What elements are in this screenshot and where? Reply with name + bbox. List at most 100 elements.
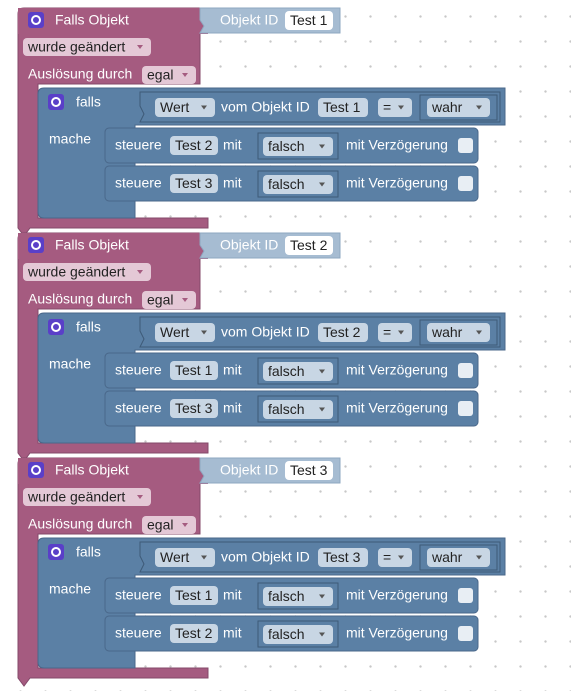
trigger-dropdown-text: egal [147, 517, 173, 533]
condition-object[interactable] [318, 548, 368, 567]
delay-label: mit Verzögerung [346, 400, 448, 416]
action-value-dropdown[interactable] [263, 137, 333, 156]
attribute-dropdown-text: Wert [160, 549, 189, 565]
action-value-dropdown[interactable] [263, 587, 333, 606]
action-target-text: Test 3 [175, 175, 213, 191]
event-block: Falls Objekt Objekt ID Test 1 wurde geänder… [17, 7, 506, 237]
event-block: Falls Objekt Objekt ID Test 2 wurde geänder… [17, 232, 506, 462]
delay-checkbox[interactable] [458, 363, 473, 378]
action-value-dropdown[interactable] [263, 400, 333, 419]
event-header [18, 458, 208, 484]
event-dropdown[interactable] [23, 38, 151, 56]
gear-icon-dot [31, 15, 41, 25]
condition-object-text: Test 3 [323, 549, 361, 565]
attribute-dropdown[interactable] [155, 98, 215, 117]
dropdown-arrow [137, 270, 143, 274]
gear-icon [28, 237, 44, 253]
delay-checkbox[interactable] [458, 626, 473, 641]
delay-label: mit Verzögerung [346, 137, 448, 153]
object-label: Objekt ID [220, 237, 278, 253]
operator-dropdown[interactable] [378, 98, 412, 117]
object-id[interactable] [285, 461, 333, 480]
value-dropdown[interactable] [427, 548, 490, 567]
value-dropdown-text: wahr [431, 549, 463, 565]
dropdown-arrow [182, 298, 188, 302]
do-label: mache [49, 581, 91, 597]
do-label: mache [49, 356, 91, 372]
action-target-text: Test 3 [175, 400, 213, 416]
attribute-dropdown-text: Wert [160, 324, 189, 340]
action-value-dropdown-text: falsch [268, 626, 305, 642]
dropdown-arrow [319, 182, 325, 187]
object-id[interactable] [285, 11, 333, 30]
dropdown-arrow [137, 45, 143, 49]
operator-dropdown[interactable] [378, 323, 412, 342]
trigger-dropdown[interactable] [142, 66, 196, 84]
action-target[interactable] [170, 624, 218, 643]
gear-icon-dot [51, 322, 61, 332]
condition-object-text: Test 1 [323, 99, 361, 115]
attribute-dropdown-text: Wert [160, 99, 189, 115]
trigger-label: Auslösung durch [28, 291, 132, 307]
event-title: Falls Objekt [55, 237, 129, 253]
dropdown-arrow [476, 555, 482, 560]
action-target[interactable] [170, 136, 218, 155]
attribute-dropdown[interactable] [155, 323, 215, 342]
object-label: Objekt ID [220, 12, 278, 28]
event-dropdown[interactable] [23, 263, 151, 281]
action-target[interactable] [170, 399, 218, 418]
action-target[interactable] [170, 174, 218, 193]
event-dropdown-text: wurde geändert [27, 264, 125, 280]
gear-icon-dot [51, 547, 61, 557]
condition-object[interactable] [318, 323, 368, 342]
trigger-label: Auslösung durch [28, 516, 132, 532]
trigger-dropdown-text: egal [147, 292, 173, 308]
action-target[interactable] [170, 586, 218, 605]
of-label: vom Objekt ID [221, 99, 310, 115]
action-target[interactable] [170, 361, 218, 380]
value-dropdown-text: wahr [431, 324, 463, 340]
delay-checkbox[interactable] [458, 401, 473, 416]
dropdown-arrow [398, 105, 404, 110]
event-dropdown[interactable] [23, 488, 151, 506]
delay-checkbox[interactable] [458, 588, 473, 603]
operator-dropdown[interactable] [378, 548, 412, 567]
dropdown-arrow [319, 369, 325, 374]
delay-checkbox[interactable] [458, 138, 473, 153]
event-header [18, 8, 208, 34]
trigger-label: Auslösung durch [28, 66, 132, 82]
dropdown-arrow [182, 523, 188, 527]
of-label: vom Objekt ID [221, 549, 310, 565]
condition-object[interactable] [318, 98, 368, 117]
dropdown-arrow [201, 330, 207, 335]
value-dropdown[interactable] [427, 98, 490, 117]
dropdown-arrow [201, 555, 207, 560]
delay-checkbox[interactable] [458, 176, 473, 191]
trigger-dropdown[interactable] [142, 516, 196, 534]
gear-icon-dot [31, 465, 41, 475]
do-label: mache [49, 131, 91, 147]
operator-dropdown-text: = [383, 99, 391, 115]
dropdown-arrow [398, 330, 404, 335]
action-value-dropdown[interactable] [263, 625, 333, 644]
object-id[interactable] [285, 236, 333, 255]
with-label: mit [223, 362, 242, 378]
dropdown-arrow [319, 144, 325, 149]
attribute-dropdown[interactable] [155, 548, 215, 567]
value-dropdown-text: wahr [431, 99, 463, 115]
action-value-dropdown[interactable] [263, 362, 333, 381]
action-verb: steuere [115, 625, 162, 641]
if-label: falls [76, 319, 101, 335]
action-verb: steuere [115, 362, 162, 378]
operator-dropdown-text: = [383, 324, 391, 340]
event-dropdown-text: wurde geändert [27, 489, 125, 505]
with-label: mit [223, 175, 242, 191]
with-label: mit [223, 400, 242, 416]
trigger-dropdown[interactable] [142, 291, 196, 309]
gear-icon [48, 319, 64, 335]
action-value-dropdown[interactable] [263, 175, 333, 194]
of-label: vom Objekt ID [221, 324, 310, 340]
value-dropdown[interactable] [427, 323, 490, 342]
